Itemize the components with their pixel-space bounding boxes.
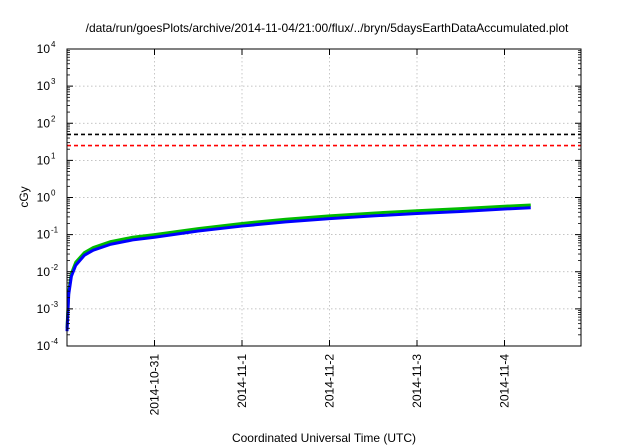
chart-title: /data/run/goesPlots/archive/2014-11-04/2… [86,21,569,35]
y-tick-label: 10 [37,191,51,205]
y-tick-exponent: 0 [51,189,56,198]
series-lines [65,203,531,332]
x-axis-label: Coordinated Universal Time (UTC) [232,431,416,445]
y-axis-label: cGy [17,186,31,207]
y-tick-exponent: -4 [51,337,59,346]
y-tick-exponent: 1 [51,151,56,160]
series-line [65,203,531,329]
x-tick-label: 2014-10-31 [148,354,162,416]
x-tick-labels: 2014-10-31 2014-11-1 2014-11-2 2014-11-3 201… [148,354,512,416]
y-tick-label: 10 [37,265,51,279]
x-tick-label: 2014-11-4 [498,354,512,408]
x-tick-label: 2014-11-3 [410,354,424,408]
y-tick-label: 10 [37,153,51,167]
x-tick-label: 2014-11-2 [323,354,337,408]
y-tick-exponent: 4 [51,40,56,49]
threshold-lines [67,133,581,147]
y-tick-exponent: 3 [51,77,56,86]
grid [67,49,581,346]
x-tick-label: 2014-11-1 [235,354,249,408]
y-tick-exponent: -1 [51,226,59,235]
y-tick-label: 10 [37,228,51,242]
y-tick-label: 10 [37,79,51,93]
y-tick-label: 10 [37,339,51,353]
y-tick-exponent: -2 [51,263,59,272]
y-tick-exponent: -3 [51,300,59,309]
y-tick-label: 10 [37,302,51,316]
y-tick-label: 10 [37,42,51,56]
series-line [65,206,531,332]
axis-ticks [67,48,581,347]
y-tick-label: 10 [37,116,51,130]
y-tick-exponent: 2 [51,114,56,123]
